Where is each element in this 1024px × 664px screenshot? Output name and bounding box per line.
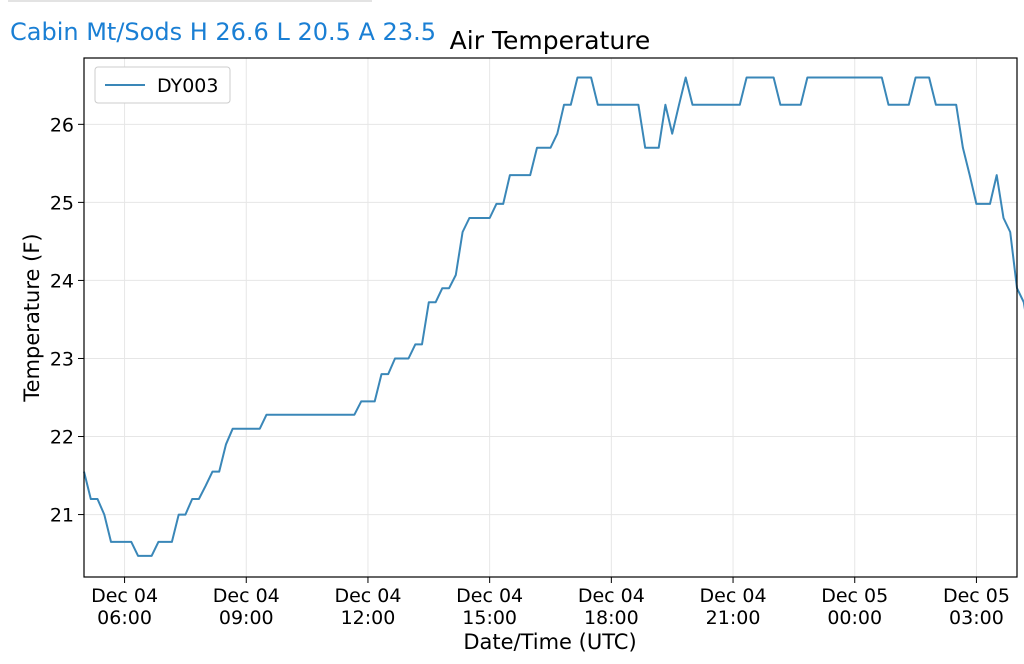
- x-axis-label: Date/Time (UTC): [463, 630, 636, 654]
- y-tick-label: 25: [50, 192, 74, 214]
- x-tick-label-time: 21:00: [706, 607, 761, 629]
- x-tick-label-date: Dec 04: [578, 585, 645, 607]
- legend-box: [94, 66, 231, 104]
- chart-title: Air Temperature: [450, 26, 651, 55]
- x-tick-label-time: 00:00: [827, 607, 882, 629]
- x-tick-label-time: 06:00: [97, 607, 152, 629]
- y-tick-label: 24: [50, 270, 74, 292]
- x-tick-label-date: Dec 04: [334, 585, 401, 607]
- x-tick-label-time: 12:00: [341, 607, 396, 629]
- plot-frame: [83, 57, 1018, 578]
- grid-lines: [84, 58, 1017, 577]
- x-tick-label-time: 03:00: [949, 607, 1004, 629]
- y-tick-label: 23: [50, 348, 74, 370]
- x-tick-label-time: 15:00: [462, 607, 517, 629]
- x-tick-label-date: Dec 04: [213, 585, 280, 607]
- x-tick-label-date: Dec 04: [700, 585, 767, 607]
- legend: DY003: [94, 66, 231, 104]
- x-tick-label-date: Dec 04: [91, 585, 158, 607]
- series-group: [83, 76, 1024, 557]
- y-tick-label: 21: [50, 505, 74, 527]
- x-tick-label-date: Dec 05: [943, 585, 1010, 607]
- x-tick-label-date: Dec 04: [456, 585, 523, 607]
- top-divider: [8, 0, 372, 2]
- legend-label: DY003: [157, 75, 218, 97]
- station-summary: Cabin Mt/Sods H 26.6 L 20.5 A 23.5: [10, 18, 436, 46]
- y-tick-label: 26: [50, 114, 74, 136]
- x-tick-label-date: Dec 05: [821, 585, 888, 607]
- x-tick-label-time: 18:00: [584, 607, 639, 629]
- x-tick-label-time: 09:00: [219, 607, 274, 629]
- y-tick-label: 22: [50, 427, 74, 449]
- y-axis-label: Temperature (F): [20, 233, 44, 402]
- series-line-dy003: [83, 76, 1024, 557]
